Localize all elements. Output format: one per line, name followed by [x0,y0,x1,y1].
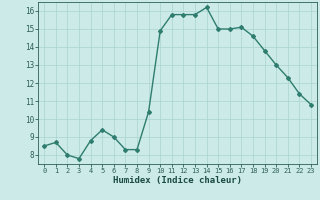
X-axis label: Humidex (Indice chaleur): Humidex (Indice chaleur) [113,176,242,185]
